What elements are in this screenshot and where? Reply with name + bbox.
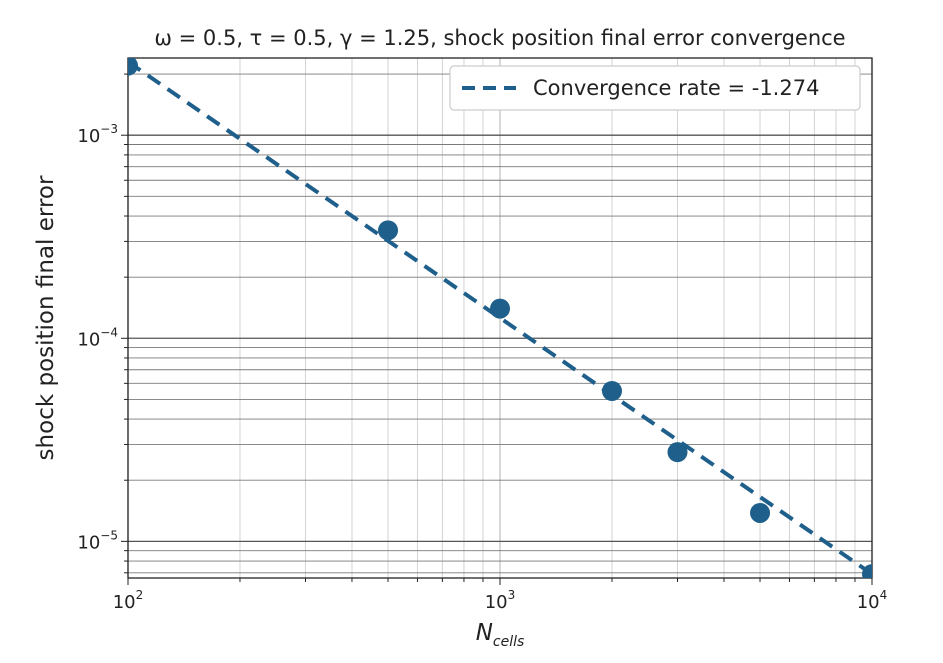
legend-box — [449, 65, 861, 111]
x-tick-label: 102 — [113, 588, 144, 613]
convergence-fit-line — [128, 60, 872, 576]
data-point — [490, 298, 510, 319]
y-tick-label: 10−5 — [77, 528, 118, 553]
y-tick-label: 10−3 — [77, 122, 118, 147]
tick-labels: 102 103 104 10−5 10−4 10−3 — [77, 122, 887, 613]
x-tick-label: 104 — [857, 588, 888, 613]
data-point — [862, 564, 872, 578]
data-point — [667, 442, 688, 463]
legend-label: Convergence rate = -1.274 — [533, 76, 819, 100]
data-point — [128, 58, 138, 76]
chart-title: ω = 0.5, τ = 0.5, γ = 1.25, shock positi… — [154, 26, 845, 50]
x-axis-label-main: N — [476, 620, 493, 646]
y-axis-label: shock position final error — [33, 175, 59, 460]
data-point — [378, 220, 399, 241]
legend: Convergence rate = -1.274 — [449, 65, 861, 111]
data-point — [750, 502, 771, 523]
axes — [121, 57, 873, 585]
plot-frame — [127, 57, 873, 579]
data-marks — [128, 58, 872, 578]
x-tick-label: 103 — [485, 588, 516, 613]
y-tick-label: 10−4 — [77, 325, 118, 350]
data-point — [601, 381, 622, 402]
x-axis-label: Ncells — [476, 620, 525, 650]
x-axis-label-sub: cells — [493, 634, 524, 650]
